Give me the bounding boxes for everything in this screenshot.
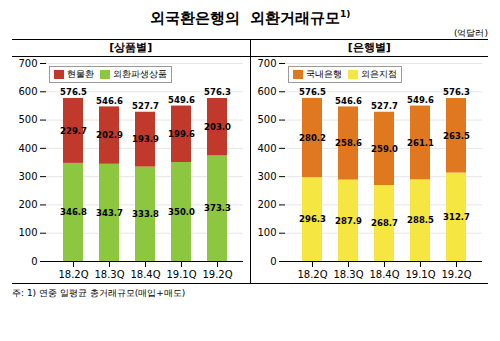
svg-text:343.7: 343.7 (96, 208, 123, 218)
svg-text:576.3: 576.3 (443, 87, 470, 97)
svg-text:18.3Q: 18.3Q (333, 269, 363, 280)
svg-text:203.0: 203.0 (204, 122, 231, 132)
svg-text:300: 300 (257, 171, 276, 182)
html-text:국내은행: 국내은행 (305, 69, 342, 79)
svg-text:576.5: 576.5 (60, 87, 87, 97)
svg-text:700: 700 (18, 58, 37, 69)
html-text:현물환: 현물환 (67, 69, 94, 79)
svg-text:19.1Q: 19.1Q (405, 269, 435, 280)
html-text:주: 1) 연중 일평균 총거래규모(매입+매도): 주: 1) 연중 일평균 총거래규모(매입+매도) (12, 288, 186, 298)
svg-text:202.9: 202.9 (96, 130, 123, 140)
svg-text:18.2Q: 18.2Q (297, 269, 327, 280)
svg-text:0: 0 (270, 256, 276, 267)
svg-text:259.0: 259.0 (371, 144, 398, 154)
svg-text:18.2Q: 18.2Q (58, 269, 88, 280)
svg-text:600: 600 (257, 86, 276, 97)
svg-text:500: 500 (257, 114, 276, 125)
svg-text:19.2Q: 19.2Q (441, 269, 471, 280)
svg-text:527.7: 527.7 (371, 101, 398, 111)
svg-text:527.7: 527.7 (132, 101, 159, 111)
svg-text:400: 400 (18, 143, 37, 154)
svg-text:100: 100 (257, 227, 276, 238)
svg-text:400: 400 (257, 143, 276, 154)
html-text:(억달러): (억달러) (454, 28, 488, 38)
svg-text:18.4Q: 18.4Q (369, 269, 399, 280)
svg-text:268.7: 268.7 (371, 218, 398, 228)
svg-text:100: 100 (18, 227, 37, 238)
svg-text:199.6: 199.6 (168, 129, 195, 139)
svg-text:700: 700 (257, 58, 276, 69)
svg-text:19.1Q: 19.1Q (166, 269, 196, 280)
svg-text:333.8: 333.8 (132, 209, 159, 219)
html-text:[은행별]: [은행별] (347, 41, 391, 54)
html-text:외환파생상품: 외환파생상품 (113, 69, 167, 79)
svg-text:229.7: 229.7 (60, 126, 87, 136)
svg-text:258.6: 258.6 (335, 138, 362, 148)
svg-text:261.1: 261.1 (407, 138, 434, 148)
svg-text:300: 300 (18, 171, 37, 182)
svg-text:500: 500 (18, 114, 37, 125)
svg-text:288.5: 288.5 (407, 215, 434, 225)
svg-text:312.7: 312.7 (443, 212, 470, 222)
html-text:[상품별]: [상품별] (109, 41, 153, 54)
svg-text:346.8: 346.8 (60, 207, 87, 217)
svg-text:549.6: 549.6 (168, 95, 195, 105)
svg-text:200: 200 (18, 199, 37, 210)
svg-text:193.9: 193.9 (132, 134, 159, 144)
svg-text:200: 200 (257, 199, 276, 210)
svg-text:549.6: 549.6 (407, 95, 434, 105)
svg-text:263.5: 263.5 (443, 131, 470, 141)
svg-text:546.6: 546.6 (96, 96, 123, 106)
svg-text:18.4Q: 18.4Q (130, 269, 160, 280)
svg-text:0: 0 (31, 256, 37, 267)
svg-text:600: 600 (18, 86, 37, 97)
svg-text:280.2: 280.2 (299, 133, 326, 143)
html-text:외국환은행의 외환거래규모1): 외국환은행의 외환거래규모1) (149, 9, 351, 27)
svg-text:576.5: 576.5 (299, 87, 326, 97)
svg-text:18.3Q: 18.3Q (94, 269, 124, 280)
svg-text:350.0: 350.0 (168, 207, 195, 217)
svg-text:546.6: 546.6 (335, 96, 362, 106)
svg-text:19.2Q: 19.2Q (202, 269, 232, 280)
svg-text:373.3: 373.3 (204, 203, 231, 213)
svg-text:296.3: 296.3 (299, 214, 326, 224)
html-text:외은지점: 외은지점 (360, 69, 397, 79)
svg-text:576.3: 576.3 (204, 87, 231, 97)
svg-text:287.9: 287.9 (335, 216, 362, 226)
